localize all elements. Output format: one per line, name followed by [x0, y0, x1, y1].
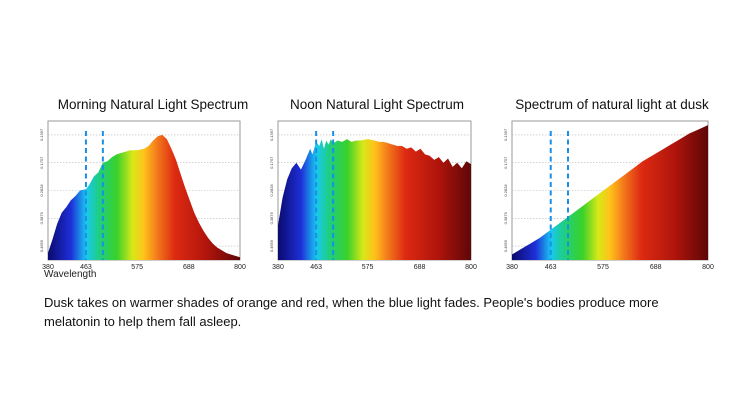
chart-panel-noon: 0.4659 0.3879 0.2828 0.1757 0.1397 380 463 575 6… — [269, 120, 477, 271]
chart-panel-morning: 0.4659 0.3879 0.2828 0.1757 0.1397 380 463 575 6… — [39, 120, 246, 271]
x-tick-label: 463 — [310, 264, 322, 271]
x-tick-label: 575 — [597, 264, 609, 271]
y-tick-label: 0.2828 — [503, 184, 508, 197]
x-tick-label: 380 — [272, 264, 284, 271]
y-tick-label: 0.3879 — [39, 211, 44, 224]
y-tick-label: 0.1757 — [39, 156, 44, 169]
chart-title-morning: Morning Natural Light Spectrum — [57, 97, 249, 112]
x-tick-label: 688 — [183, 264, 195, 271]
y-tick-label: 0.1397 — [503, 128, 508, 141]
y-tick-label: 0.2828 — [269, 184, 274, 197]
x-tick-label: 463 — [80, 264, 92, 271]
spectrum-area — [278, 139, 471, 260]
x-tick-label: 380 — [42, 264, 54, 271]
y-tick-label: 0.1757 — [503, 156, 508, 169]
x-tick-label: 800 — [702, 264, 714, 271]
spectrum-area — [48, 134, 240, 260]
x-tick-label: 800 — [465, 264, 477, 271]
x-tick-label: 463 — [545, 264, 557, 271]
x-tick-label: 575 — [131, 264, 143, 271]
y-tick-label: 0.3879 — [503, 211, 508, 224]
chart-title-noon: Noon Natural Light Spectrum — [289, 97, 465, 112]
spectrum-area — [512, 125, 708, 260]
y-tick-label: 0.3879 — [269, 211, 274, 224]
x-tick-label: 800 — [234, 264, 246, 271]
x-tick-label: 688 — [650, 264, 662, 271]
x-tick-label: 688 — [414, 264, 426, 271]
y-tick-label: 0.1397 — [269, 128, 274, 141]
x-tick-label: 380 — [506, 264, 518, 271]
y-tick-label: 0.1397 — [39, 128, 44, 141]
y-tick-label: 0.4659 — [503, 239, 508, 252]
chart-title-dusk: Spectrum of natural light at dusk — [515, 97, 709, 112]
x-axis-label-morning: Wavelength — [44, 269, 97, 280]
y-tick-label: 0.4659 — [269, 239, 274, 252]
y-tick-label: 0.4659 — [39, 239, 44, 252]
caption-text: Dusk takes on warmer shades of orange an… — [44, 295, 659, 329]
y-tick-label: 0.2828 — [39, 184, 44, 197]
y-tick-label: 0.1757 — [269, 156, 274, 169]
chart-panel-dusk: 0.4659 0.3879 0.2828 0.1757 0.1397 380 463 575 6… — [503, 120, 714, 271]
x-tick-label: 575 — [362, 264, 374, 271]
